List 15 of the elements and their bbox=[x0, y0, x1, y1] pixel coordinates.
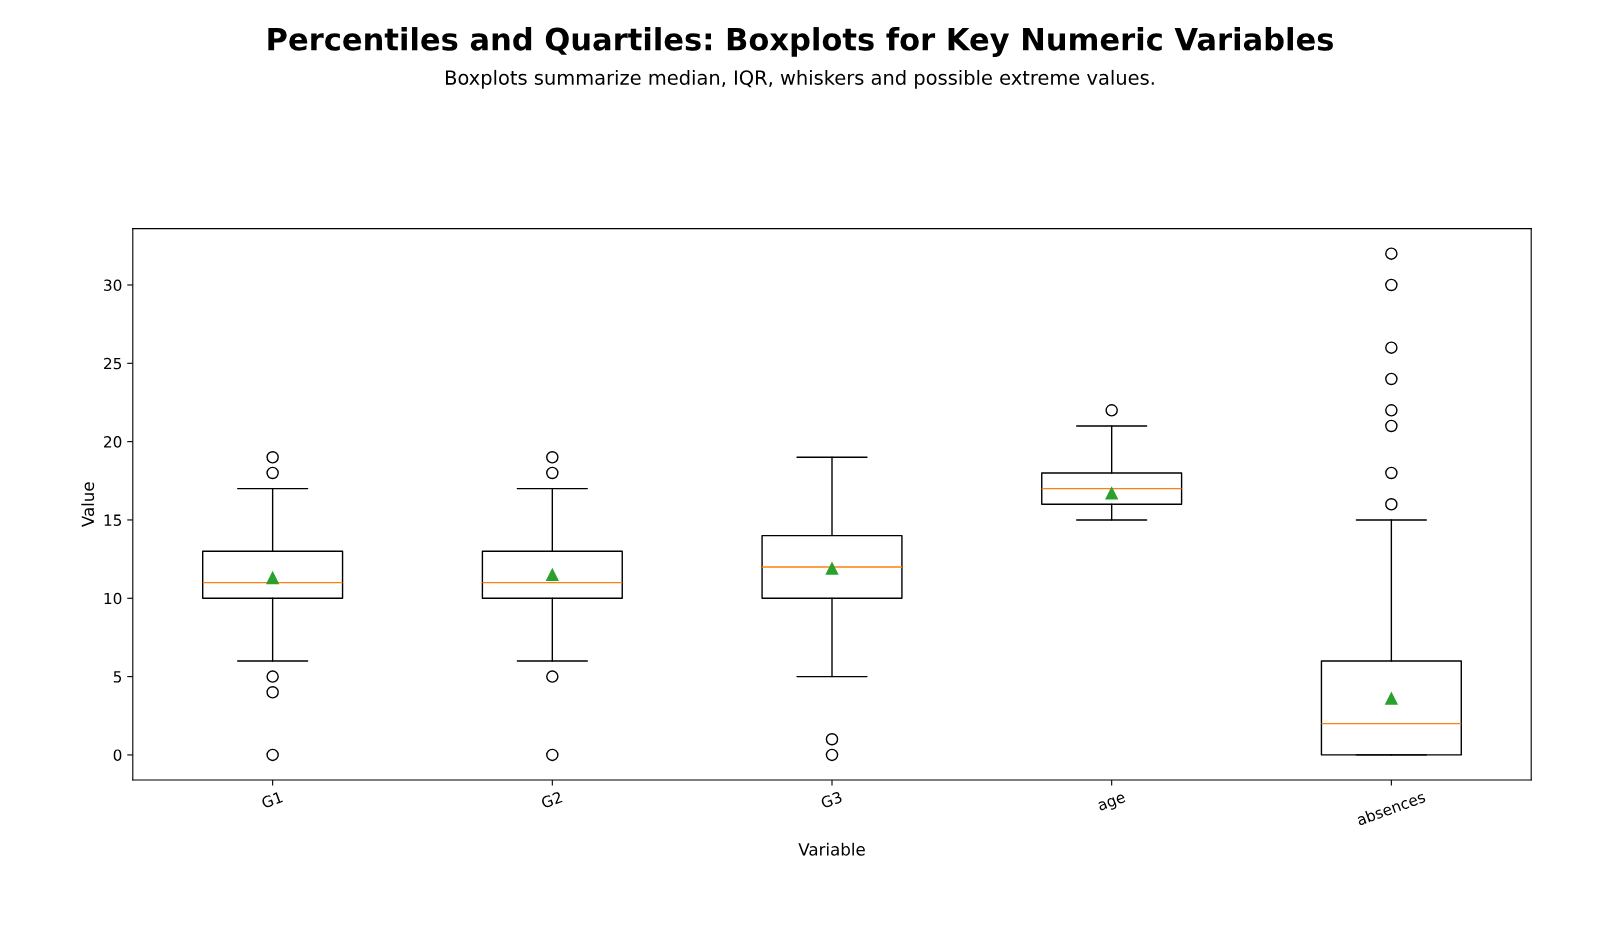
y-tick-label: 25 bbox=[104, 357, 122, 370]
y-tick-label: 20 bbox=[104, 436, 122, 448]
y-tick-label: 10 bbox=[104, 592, 122, 605]
y-tick-label: 15 bbox=[104, 514, 122, 526]
y-axis-title: Value bbox=[81, 482, 95, 528]
y-tick-label: 5 bbox=[113, 671, 122, 683]
y-tick-label: 0 bbox=[113, 749, 122, 761]
y-tick-label: 30 bbox=[104, 279, 122, 291]
x-axis-title: Variable bbox=[798, 842, 865, 856]
chart-subtitle: Boxplots summarize median, IQR, whiskers and possible extreme values. bbox=[446, 69, 1154, 89]
x-tick-label: G2 bbox=[540, 791, 563, 809]
x-tick-label: age bbox=[1097, 793, 1127, 814]
x-tick-label: G3 bbox=[820, 791, 843, 809]
x-tick-label: G1 bbox=[260, 791, 283, 809]
chart-title: Percentiles and Quartiles: Boxplots for Key Numeric Variables bbox=[268, 27, 1333, 57]
